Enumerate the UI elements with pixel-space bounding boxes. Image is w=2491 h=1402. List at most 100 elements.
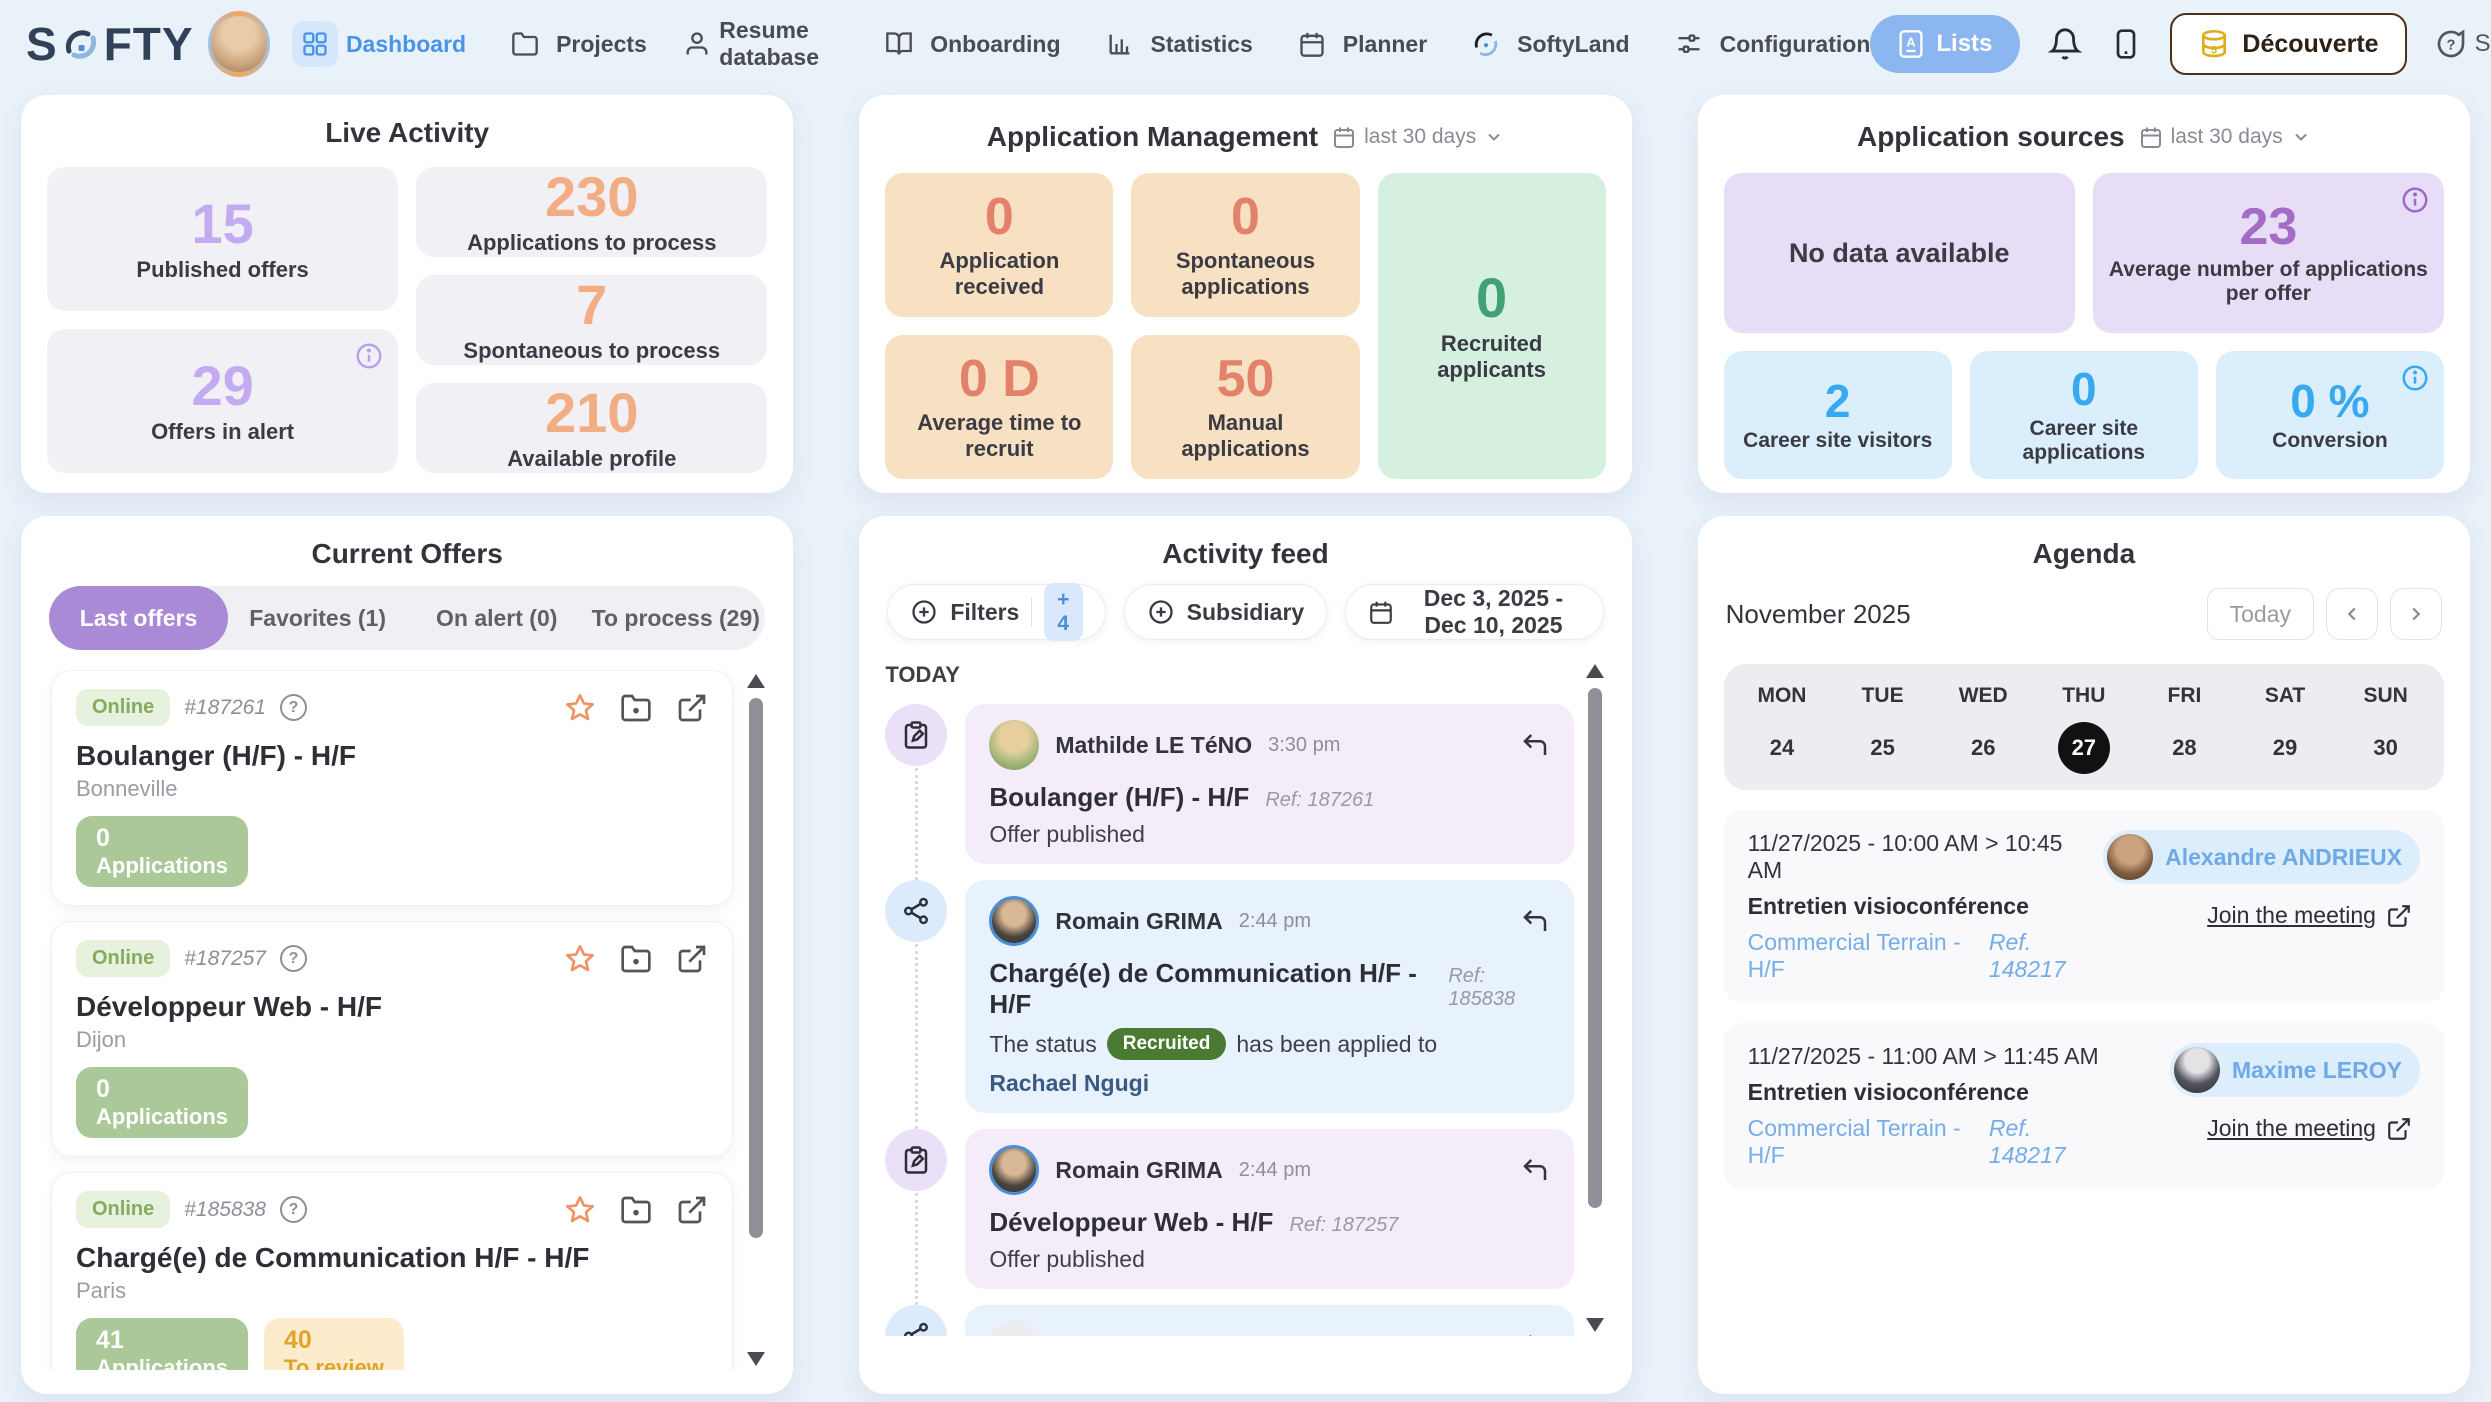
subsidiary-button[interactable]: Subsidiary	[1123, 584, 1328, 640]
scrollbar-thumb[interactable]	[1587, 688, 1602, 1208]
available-profile-label: Available profile	[507, 446, 677, 472]
notifications-button[interactable]	[2048, 27, 2083, 61]
tab-on-alert[interactable]: On alert (0)	[407, 586, 586, 650]
application-received-value: 0	[984, 187, 1014, 246]
folder-icon[interactable]	[620, 1194, 652, 1226]
period-label: last 30 days	[2170, 125, 2283, 148]
conversion-value: 0 %	[2290, 374, 2370, 427]
candidate-link[interactable]: Rachael Ngugi	[989, 1070, 1150, 1096]
career-site-visitors-tile: 2 Career site visitors	[1723, 351, 1952, 479]
folder-icon[interactable]	[620, 692, 652, 724]
star-icon[interactable]	[564, 943, 596, 975]
nav-configuration[interactable]: Configuration	[1666, 21, 1870, 67]
star-icon[interactable]	[564, 1194, 596, 1226]
nav-dashboard[interactable]: Dashboard	[291, 21, 466, 67]
day-cell[interactable]: 28	[2172, 735, 2197, 760]
feed-time: 2:24 pm	[1231, 1335, 1303, 1337]
external-link-icon[interactable]	[676, 692, 708, 724]
meeting-type: Entretien visioconférence	[1747, 1079, 2029, 1105]
applications-pill[interactable]: 0 Applications	[76, 816, 249, 887]
info-icon[interactable]	[2400, 363, 2430, 393]
nav-statistics[interactable]: Statistics	[1097, 21, 1253, 67]
spontaneous-to-process-value: 7	[576, 272, 608, 336]
applications-pill[interactable]: 41 Applications	[76, 1318, 249, 1370]
dashboard-grid: Live Activity 15 Published offers 29 Off…	[0, 88, 2491, 1394]
meeting-datetime: 11/27/2025 - 10:00 AM > 10:45 AM	[1747, 830, 2063, 883]
meeting-offer-link[interactable]: Commercial Terrain - H/F	[1747, 929, 1961, 982]
meeting-datetime: 11/27/2025 - 11:00 AM > 11:45 AM	[1747, 1043, 2099, 1069]
external-link-icon[interactable]	[676, 943, 708, 975]
feed-offer-ref: Ref: 185838	[1448, 965, 1516, 1010]
to-review-pill[interactable]: 40 To review	[264, 1318, 404, 1370]
discover-label: Découverte	[2242, 29, 2379, 58]
reply-icon[interactable]	[1520, 1331, 1550, 1336]
day-cell[interactable]: 30	[2373, 735, 2398, 760]
info-icon[interactable]	[354, 341, 384, 371]
no-data-tile: No data available	[1723, 173, 2075, 333]
prev-week-button[interactable]	[2325, 588, 2378, 640]
period-selector[interactable]: last 30 days	[2139, 125, 2311, 149]
day-cell-selected[interactable]: 27	[2034, 722, 2135, 774]
folder-icon[interactable]	[620, 943, 652, 975]
career-site-visitors-label: Career site visitors	[1743, 429, 1933, 453]
avg-applications-tile: 23 Average number of applications per of…	[2092, 173, 2444, 333]
filters-button[interactable]: Filters + 4	[887, 583, 1106, 641]
feed-scrollbar[interactable]	[1585, 664, 1604, 1332]
period-selector[interactable]: last 30 days	[1332, 125, 1504, 149]
user-avatar[interactable]	[207, 11, 270, 77]
tab-favorites[interactable]: Favorites (1)	[228, 586, 407, 650]
today-button[interactable]: Today	[2206, 588, 2314, 640]
live-activity-card: Live Activity 15 Published offers 29 Off…	[21, 95, 794, 493]
candidate-pill[interactable]: Maxime LEROY	[2169, 1043, 2420, 1097]
lists-button[interactable]: A Lists	[1870, 15, 2021, 73]
nav-projects[interactable]: Projects	[502, 21, 647, 67]
nav-resume-database[interactable]: Resume database	[683, 17, 840, 71]
scroll-up-arrow[interactable]	[747, 674, 766, 688]
day-cell[interactable]: 29	[2272, 735, 2298, 760]
scroll-up-arrow[interactable]	[1585, 664, 1604, 678]
day-cell[interactable]: 24	[1769, 735, 1795, 760]
nav-softyland[interactable]: SoftyLand	[1463, 21, 1630, 67]
offer-card[interactable]: Online #187261 ? Boulanger (H/F) - H/F B…	[51, 670, 734, 906]
date-range-picker[interactable]: Dec 3, 2025 - Dec 10, 2025	[1345, 584, 1604, 640]
join-meeting-link[interactable]: Join the meeting	[2207, 1115, 2412, 1142]
reply-icon[interactable]	[1520, 1155, 1550, 1185]
applications-pill[interactable]: 0 Applications	[76, 1067, 249, 1138]
help-circle-icon[interactable]: ?	[280, 1196, 307, 1223]
card-title: Application Management	[986, 121, 1319, 152]
offers-scrollbar[interactable]	[747, 674, 766, 1366]
application-sources-card: Application sources last 30 days No data…	[1697, 95, 2470, 493]
softy-logo[interactable]: S FTY	[26, 17, 194, 71]
reply-icon[interactable]	[1520, 730, 1550, 760]
manual-applications-value: 50	[1216, 349, 1275, 408]
conversion-tile: 0 % Conversion	[2215, 351, 2444, 479]
support-button[interactable]: ? Support	[2435, 28, 2491, 60]
help-circle-icon[interactable]: ?	[280, 694, 307, 721]
join-meeting-link[interactable]: Join the meeting	[2207, 902, 2412, 929]
tab-last-offers[interactable]: Last offers	[49, 586, 229, 650]
tab-to-process[interactable]: To process (29)	[586, 586, 765, 650]
info-icon[interactable]	[2400, 185, 2430, 215]
help-circle-icon[interactable]: ?	[280, 945, 307, 972]
day-cell[interactable]: 25	[1870, 735, 1895, 760]
scroll-down-arrow[interactable]	[1585, 1318, 1604, 1332]
next-week-button[interactable]	[2389, 588, 2442, 640]
reply-icon[interactable]	[1520, 906, 1550, 936]
day-name: SUN	[2363, 684, 2408, 707]
day-cell[interactable]: 26	[1970, 735, 1996, 760]
nav-planner[interactable]: Planner	[1289, 21, 1427, 67]
candidate-pill[interactable]: Alexandre ANDRIEUX	[2103, 830, 2420, 884]
offer-card[interactable]: Online #185838 ? Chargé(e) de Communicat…	[51, 1172, 734, 1370]
feed-entry: Romain GRIMA 2:44 pm Chargé(e) de Commun…	[965, 880, 1574, 1113]
scroll-down-arrow[interactable]	[747, 1352, 766, 1366]
available-profile-tile: 210 Available profile	[416, 383, 768, 473]
subsidiary-label: Subsidiary	[1186, 598, 1305, 625]
discover-button[interactable]: 5 Découverte	[2170, 13, 2407, 75]
scrollbar-thumb[interactable]	[749, 698, 764, 1238]
meeting-offer-link[interactable]: Commercial Terrain - H/F	[1747, 1115, 1961, 1168]
nav-onboarding[interactable]: Onboarding	[876, 21, 1061, 67]
star-icon[interactable]	[564, 692, 596, 724]
external-link-icon[interactable]	[676, 1194, 708, 1226]
offer-card[interactable]: Online #187257 ? Développeur Web - H/F D…	[51, 921, 734, 1157]
mobile-button[interactable]	[2110, 27, 2142, 61]
